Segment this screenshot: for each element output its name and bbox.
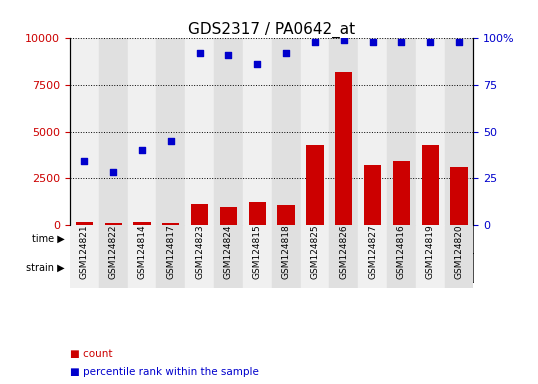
Bar [450,167,468,225]
Bar [70,225,99,288]
Bar [243,225,272,288]
Text: GSM124820: GSM124820 [455,225,464,279]
Bar [301,38,329,225]
Point [138,147,146,153]
Text: 30 m: 30 m [229,234,257,244]
Point [310,39,319,45]
Text: GSM124814: GSM124814 [138,225,146,279]
Text: GSM124823: GSM124823 [195,225,204,279]
Point [368,39,377,45]
Bar [128,38,157,225]
Text: wild type: wild type [321,263,366,273]
FancyBboxPatch shape [128,253,185,282]
Bar [329,225,358,288]
Bar [358,225,387,288]
FancyBboxPatch shape [301,253,387,282]
Point [167,138,175,144]
Point [109,169,117,175]
Bar [214,225,243,288]
Bar [301,225,329,288]
Bar [157,225,185,288]
FancyBboxPatch shape [70,253,128,282]
Bar [335,72,352,225]
Text: lexA mutant: lexA mutant [400,263,460,273]
Bar [249,202,266,225]
Text: ■ percentile rank within the sample: ■ percentile rank within the sample [70,367,259,377]
Text: GSM124827: GSM124827 [368,225,377,279]
Text: wild type: wild type [192,263,236,273]
Bar [76,222,93,225]
FancyBboxPatch shape [301,225,473,253]
Point [397,39,406,45]
Bar [416,225,444,288]
Text: lexA mutant: lexA mutant [242,263,302,273]
Text: GSM124825: GSM124825 [310,225,320,279]
Text: wild type: wild type [76,263,121,273]
Bar [306,144,323,225]
FancyBboxPatch shape [185,253,243,282]
Bar [243,38,272,225]
Bar [329,38,358,225]
Point [224,52,233,58]
Point [282,50,291,56]
Bar [422,144,439,225]
Bar [444,225,473,288]
Bar [104,223,122,225]
Bar [185,38,214,225]
Point [426,39,435,45]
Bar [70,38,99,225]
Point [195,50,204,56]
FancyBboxPatch shape [243,253,301,282]
Bar [99,225,128,288]
Text: ■ count: ■ count [70,349,112,359]
Text: GSM124816: GSM124816 [397,225,406,280]
Text: GSM124817: GSM124817 [166,225,175,280]
Bar [272,225,301,288]
Text: lexA mutant: lexA mutant [126,263,186,273]
Bar [133,222,151,225]
Bar [278,205,295,225]
Text: GSM124826: GSM124826 [339,225,348,279]
Text: GSM124821: GSM124821 [80,225,89,279]
Bar [162,223,180,225]
Bar [444,38,473,225]
Title: GDS2317 / PA0642_at: GDS2317 / PA0642_at [188,22,355,38]
FancyBboxPatch shape [387,253,473,282]
Point [253,61,261,68]
Text: GSM124818: GSM124818 [281,225,291,280]
FancyBboxPatch shape [185,225,301,253]
Bar [387,225,416,288]
Bar [393,161,410,225]
Point [339,37,348,43]
Bar [387,38,416,225]
Bar [416,38,444,225]
Point [80,158,89,164]
Bar [99,38,128,225]
Bar [364,165,381,225]
Text: 120 m: 120 m [369,234,405,244]
Text: 0 m: 0 m [117,234,138,244]
Text: GSM124822: GSM124822 [109,225,118,279]
FancyBboxPatch shape [70,225,185,253]
Bar [358,38,387,225]
Text: GSM124819: GSM124819 [426,225,435,280]
Text: GSM124815: GSM124815 [253,225,262,280]
Text: GSM124824: GSM124824 [224,225,233,279]
Bar [272,38,301,225]
Point [455,39,463,45]
Bar [191,204,208,225]
Text: strain ▶: strain ▶ [26,263,65,273]
Bar [220,207,237,225]
Bar [157,38,185,225]
Bar [185,225,214,288]
Text: time ▶: time ▶ [32,234,65,244]
Bar [214,38,243,225]
Bar [128,225,157,288]
